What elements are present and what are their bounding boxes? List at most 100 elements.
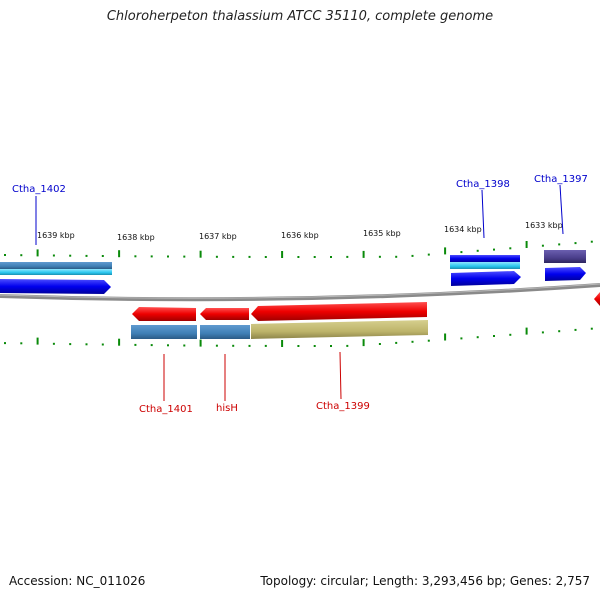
major-tick bbox=[118, 250, 121, 258]
minor-tick bbox=[590, 327, 593, 330]
major-tick bbox=[281, 251, 284, 258]
minor-tick bbox=[85, 343, 88, 346]
gene-label-reverse: Ctha_1399 bbox=[316, 401, 370, 412]
minor-tick bbox=[378, 343, 381, 345]
minor-tick bbox=[460, 251, 463, 254]
topology-text: Topology: circular; Length: 3,293,456 bp… bbox=[260, 574, 590, 588]
major-tick bbox=[362, 250, 365, 258]
minor-tick bbox=[330, 345, 332, 347]
minor-tick bbox=[378, 255, 381, 258]
gene-arrow-forward bbox=[545, 267, 586, 281]
minor-tick bbox=[313, 345, 316, 347]
major-tick bbox=[118, 338, 121, 346]
minor-tick bbox=[313, 256, 316, 258]
cds-feature bbox=[131, 325, 197, 339]
minor-tick bbox=[134, 343, 137, 346]
minor-tick bbox=[541, 244, 544, 247]
minor-tick bbox=[167, 255, 169, 258]
label-leader-line bbox=[481, 189, 485, 239]
gene-arrow-reverse bbox=[251, 302, 427, 321]
cds-feature bbox=[251, 320, 428, 339]
gene-label-reverse: Ctha_1401 bbox=[139, 404, 193, 415]
major-tick bbox=[199, 339, 202, 347]
minor-tick bbox=[330, 256, 332, 258]
minor-tick bbox=[167, 344, 169, 347]
minor-tick bbox=[574, 328, 577, 331]
major-tick bbox=[525, 327, 528, 335]
minor-tick bbox=[183, 344, 186, 347]
gene-label-forward: Ctha_1402 bbox=[12, 184, 66, 195]
gene-arrow-reverse bbox=[594, 292, 600, 306]
gene-label-forward: Ctha_1397 bbox=[534, 174, 588, 185]
minor-tick bbox=[460, 337, 463, 340]
major-tick bbox=[36, 249, 39, 257]
upper-tick-row bbox=[4, 240, 593, 258]
cds-feature bbox=[0, 262, 112, 269]
minor-tick bbox=[20, 254, 23, 257]
minor-tick bbox=[248, 255, 251, 258]
major-tick bbox=[362, 339, 365, 347]
minor-tick bbox=[248, 344, 251, 347]
backbone-highlight bbox=[0, 283, 600, 299]
minor-tick bbox=[427, 253, 430, 256]
minor-tick bbox=[476, 336, 479, 339]
scale-label: 1637 kbp bbox=[199, 232, 237, 241]
minor-tick bbox=[215, 255, 218, 258]
minor-tick bbox=[215, 344, 218, 347]
cds-feature bbox=[450, 255, 520, 262]
minor-tick bbox=[69, 254, 72, 257]
minor-tick bbox=[20, 342, 23, 345]
minor-tick bbox=[297, 256, 300, 258]
gene-arrow-reverse bbox=[200, 308, 249, 320]
gene-arrow-forward bbox=[451, 271, 521, 286]
minor-tick bbox=[395, 341, 398, 344]
minor-tick bbox=[52, 342, 55, 345]
minor-tick bbox=[52, 254, 55, 257]
minor-tick bbox=[493, 335, 495, 337]
minor-tick bbox=[346, 344, 349, 347]
minor-tick bbox=[85, 254, 88, 257]
minor-tick bbox=[558, 330, 561, 333]
major-tick bbox=[444, 333, 447, 341]
genome-backbone bbox=[0, 283, 600, 302]
minor-tick bbox=[590, 240, 593, 243]
minor-tick bbox=[411, 254, 414, 257]
major-tick bbox=[36, 337, 39, 345]
gene-arrow-forward bbox=[0, 279, 111, 294]
minor-tick bbox=[411, 340, 414, 343]
scale-label: 1633 kbp bbox=[525, 221, 563, 230]
cds-feature bbox=[544, 250, 586, 263]
minor-tick bbox=[4, 254, 6, 256]
scale-label: 1639 kbp bbox=[37, 231, 75, 240]
minor-tick bbox=[395, 255, 398, 258]
major-tick bbox=[525, 241, 528, 248]
minor-tick bbox=[183, 255, 186, 258]
gene-arrow-reverse bbox=[132, 307, 196, 321]
genome-title: Chloroherpeton thalassium ATCC 35110, co… bbox=[106, 9, 494, 24]
minor-tick bbox=[150, 344, 153, 347]
minor-tick bbox=[150, 255, 153, 258]
major-tick bbox=[444, 247, 447, 255]
major-tick bbox=[281, 340, 284, 347]
minor-tick bbox=[232, 255, 235, 258]
minor-tick bbox=[101, 255, 104, 257]
gene-label-reverse: hisH bbox=[216, 403, 238, 414]
cds-feature bbox=[200, 325, 250, 339]
minor-tick bbox=[4, 342, 6, 345]
label-leader-line bbox=[339, 351, 342, 400]
scale-label: 1636 kbp bbox=[281, 231, 319, 240]
cds-feature bbox=[0, 269, 112, 275]
gene-label-forward: Ctha_1398 bbox=[456, 179, 510, 190]
minor-tick bbox=[101, 343, 104, 346]
cds-feature bbox=[450, 262, 520, 269]
minor-tick bbox=[134, 255, 137, 258]
minor-tick bbox=[509, 247, 512, 250]
minor-tick bbox=[69, 343, 72, 346]
minor-tick bbox=[264, 344, 267, 347]
minor-tick bbox=[509, 333, 512, 336]
accession-text: Accession: NC_011026 bbox=[9, 574, 146, 588]
lower-tick-row bbox=[4, 327, 593, 347]
minor-tick bbox=[476, 249, 479, 252]
minor-tick bbox=[558, 243, 561, 246]
